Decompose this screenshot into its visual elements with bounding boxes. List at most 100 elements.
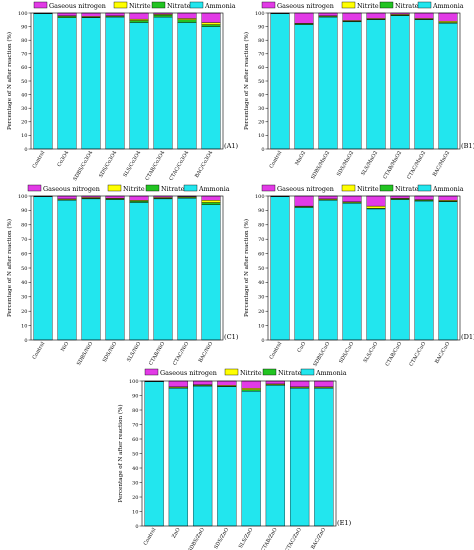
x-tick-label: SDS/CuO — [338, 341, 355, 365]
x-tick-label: Co3O4 — [56, 150, 70, 168]
legend-label-gaseous-nitrogen: Gaseous nitrogen — [49, 2, 106, 10]
bar-ammonia-3 — [105, 16, 125, 150]
bar-nitrite-6 — [177, 18, 197, 20]
bar-gaseous-nitrogen-1 — [57, 12, 77, 16]
legend-swatch-nitrate — [379, 184, 394, 192]
y-axis-title: Percentage of N after reaction (%) — [243, 32, 250, 130]
legend-label-nitrite: Nitrite — [357, 185, 379, 193]
bar-gaseous-nitrogen-3 — [105, 195, 125, 199]
y-tick-label: 20 — [21, 309, 27, 315]
y-tick-label: 40 — [132, 466, 138, 472]
legend: Gaseous nitrogen Nitrite Nitrate Ammonia — [144, 368, 347, 377]
bar-gaseous-nitrogen-1 — [294, 12, 314, 24]
y-tick-label: 80 — [132, 408, 138, 414]
bar-gaseous-nitrogen-3 — [342, 12, 362, 21]
x-tick-label: BAC/ZnO — [310, 527, 327, 550]
bar-gaseous-nitrogen-4 — [129, 12, 149, 20]
x-tick-label: BAC/Co3O4 — [194, 150, 214, 179]
bar-gaseous-nitrogen-3 — [105, 12, 125, 16]
y-axis-title: Percentage of N after reaction (%) — [243, 219, 250, 317]
bar-ammonia-1 — [57, 17, 77, 150]
y-tick-label: 0 — [261, 147, 264, 153]
bar-nitrite-7 — [438, 20, 458, 23]
bar-ammonia-5 — [390, 199, 410, 341]
legend: Gaseous nitrogen Nitrite Nitrate Ammonia — [261, 184, 464, 193]
bar-nitrite-4 — [129, 18, 149, 21]
bar-gaseous-nitrogen-6 — [289, 380, 310, 387]
x-tick-label: MnO2 — [294, 150, 307, 167]
x-tick-label: SLS/MnO2 — [360, 150, 379, 177]
y-tick-label: 100 — [129, 379, 139, 385]
bar-ammonia-6 — [414, 19, 434, 150]
y-tick-label: 70 — [21, 237, 27, 243]
legend-label-ammonia: Ammonia — [204, 2, 236, 10]
bar-ammonia-4 — [366, 19, 386, 150]
chart-panel-a1: Gaseous nitrogen Nitrite Nitrate Ammonia Con… — [6, 1, 239, 182]
bar-gaseous-nitrogen-3 — [342, 195, 362, 202]
bar-gaseous-nitrogen-7 — [438, 195, 458, 201]
legend: Gaseous nitrogen Nitrite Nitrate Ammonia — [261, 1, 464, 10]
legend-label-nitrate: Nitrate — [278, 369, 302, 377]
x-tick-label: CuO — [296, 341, 307, 354]
bar-nitrate-4 — [129, 20, 149, 23]
y-tick-label: 50 — [21, 79, 27, 85]
bar-gaseous-nitrogen-4 — [366, 12, 386, 19]
legend: Gaseous nitrogen Nitrite Nitrate Ammonia — [27, 184, 230, 193]
x-tick-label: CTAC/ZnO — [284, 527, 303, 550]
legend-swatch-ammonia — [183, 184, 198, 192]
x-tick-label: Control — [31, 341, 46, 361]
y-tick-label: 10 — [21, 323, 27, 329]
legend-swatch-nitrite — [341, 184, 356, 192]
legend-swatch-nitrite — [113, 1, 128, 9]
y-tick-label: 30 — [21, 295, 27, 301]
y-tick-label: 90 — [132, 393, 138, 399]
y-tick-label: 90 — [21, 208, 27, 214]
legend-swatch-gaseous-nitrogen — [261, 184, 276, 192]
y-tick-label: 20 — [21, 120, 27, 126]
x-tick-label: CTAC/CuO — [408, 341, 427, 368]
bar-ammonia-6 — [177, 22, 197, 150]
bar-ammonia-7 — [201, 26, 221, 150]
y-tick-label: 30 — [258, 295, 264, 301]
bar-ammonia-7 — [314, 388, 334, 527]
bar-gaseous-nitrogen-1 — [57, 195, 77, 200]
legend-label-nitrite: Nitrite — [240, 369, 262, 377]
bar-ammonia-4 — [129, 22, 149, 150]
x-tick-label: SDBS/Co3O4 — [72, 150, 94, 182]
bar-nitrite-7 — [201, 22, 221, 25]
legend-label-ammonia: Ammonia — [432, 2, 464, 10]
panel-label: (B1) — [461, 142, 474, 150]
bar-ammonia-7 — [201, 204, 221, 341]
y-tick-label: 0 — [261, 338, 264, 344]
bar-ammonia-6 — [289, 388, 310, 527]
bar-nitrate-5 — [153, 14, 173, 18]
y-tick-label: 50 — [258, 266, 264, 272]
y-tick-label: 100 — [255, 194, 265, 200]
y-tick-label: 90 — [21, 24, 27, 30]
bar-gaseous-nitrogen-4 — [129, 195, 149, 201]
y-tick-label: 100 — [18, 194, 28, 200]
y-tick-label: 30 — [132, 480, 138, 486]
y-tick-label: 80 — [258, 223, 264, 229]
bar-ammonia-2 — [318, 16, 338, 150]
y-tick-label: 20 — [258, 309, 264, 315]
bar-nitrate-4 — [241, 389, 261, 392]
bar-gaseous-nitrogen-7 — [201, 12, 221, 23]
x-tick-label: BAC/CuO — [434, 341, 451, 365]
legend-swatch-ammonia — [189, 1, 204, 9]
x-tick-label: CTAB/MnO2 — [382, 150, 403, 180]
legend-swatch-nitrate — [262, 368, 277, 376]
x-tick-label: CTAB/CuO — [385, 341, 404, 367]
y-tick-label: 10 — [258, 133, 264, 139]
bar-gaseous-nitrogen-7 — [314, 380, 334, 387]
y-tick-label: 70 — [258, 237, 264, 243]
bar-gaseous-nitrogen-6 — [414, 195, 434, 200]
bar-nitrate-6 — [177, 19, 197, 23]
bar-ammonia-3 — [342, 203, 362, 341]
panel-label: (C1) — [224, 333, 239, 341]
legend-label-nitrite: Nitrite — [123, 185, 145, 193]
bar-ammonia-1 — [168, 388, 189, 527]
bar-ammonia-0 — [270, 196, 290, 341]
legend-label-nitrate: Nitrate — [161, 185, 185, 193]
bar-nitrate-1 — [57, 16, 77, 18]
